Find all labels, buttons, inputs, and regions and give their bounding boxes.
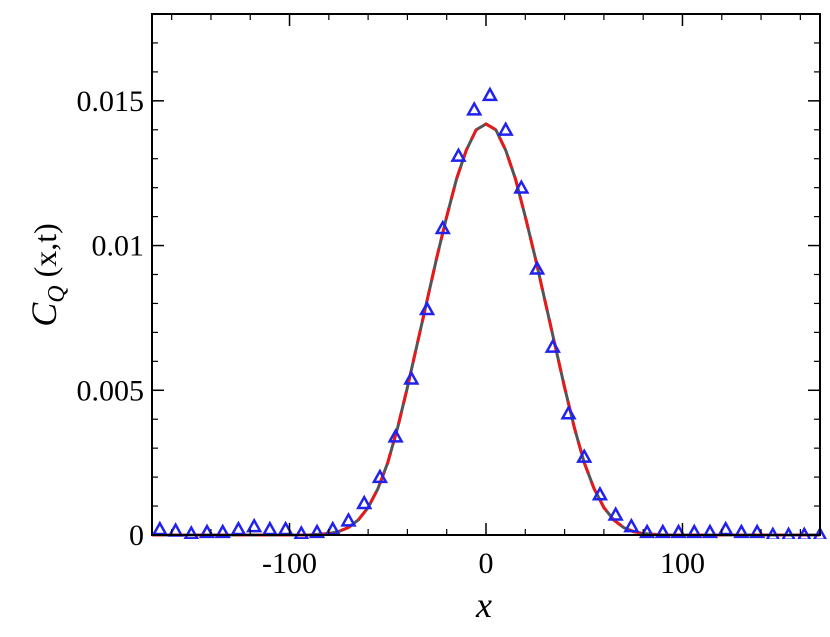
y-tick-label: 0.005 xyxy=(77,374,145,407)
y-tick-label: 0 xyxy=(129,519,144,552)
data-point xyxy=(481,86,499,102)
data-point xyxy=(434,219,451,235)
data-point xyxy=(450,147,467,162)
series-layer xyxy=(152,86,827,539)
data-point xyxy=(591,485,609,501)
data-point xyxy=(198,523,216,539)
data-point xyxy=(528,260,546,275)
data-point xyxy=(230,520,247,536)
series-1-line xyxy=(152,122,820,537)
data-point xyxy=(670,523,687,539)
data-point xyxy=(638,523,656,539)
plot-frame xyxy=(151,13,821,536)
x-tick-label: 100 xyxy=(660,547,705,580)
data-point xyxy=(371,468,389,484)
data-point xyxy=(261,520,279,536)
data-point xyxy=(749,523,766,539)
data-point xyxy=(183,524,200,539)
data-point xyxy=(293,524,310,539)
data-point xyxy=(607,506,624,521)
y-axis-label-main: C xyxy=(24,302,64,327)
data-point xyxy=(340,511,357,527)
data-point xyxy=(466,100,483,116)
x-tick-label: 0 xyxy=(479,547,494,580)
data-point xyxy=(214,523,231,539)
y-tick-label: 0.015 xyxy=(77,85,145,118)
data-point xyxy=(576,448,593,463)
data-point xyxy=(544,338,561,353)
data-point xyxy=(418,300,436,316)
x-tick-label: -100 xyxy=(262,547,317,580)
data-point xyxy=(246,517,263,533)
data-point xyxy=(560,404,577,420)
data-point xyxy=(356,494,373,510)
data-point xyxy=(403,370,420,385)
y-axis-label-sub: Q xyxy=(44,285,70,302)
svg-text:CQ(x,t): CQ (x,t) xyxy=(24,223,70,327)
ticks-layer xyxy=(152,14,820,536)
data-point xyxy=(654,523,671,539)
data-point xyxy=(152,520,168,536)
y-axis-label-args: (x,t) xyxy=(27,223,63,277)
data-point xyxy=(701,523,719,539)
data-point xyxy=(733,523,750,539)
x-axis-label: x xyxy=(475,585,492,625)
data-point xyxy=(308,523,326,539)
data-point xyxy=(623,517,640,533)
y-axis-label: CQ (x,t) xyxy=(24,223,70,327)
tick-labels: -100 0 100 0 0.005 0.01 0.015 xyxy=(77,85,705,580)
data-point xyxy=(387,428,404,443)
series-0-line xyxy=(152,122,820,537)
y-tick-label: 0.01 xyxy=(92,230,145,263)
data-point xyxy=(513,179,530,194)
data-point xyxy=(497,121,514,136)
data-point xyxy=(686,523,703,539)
